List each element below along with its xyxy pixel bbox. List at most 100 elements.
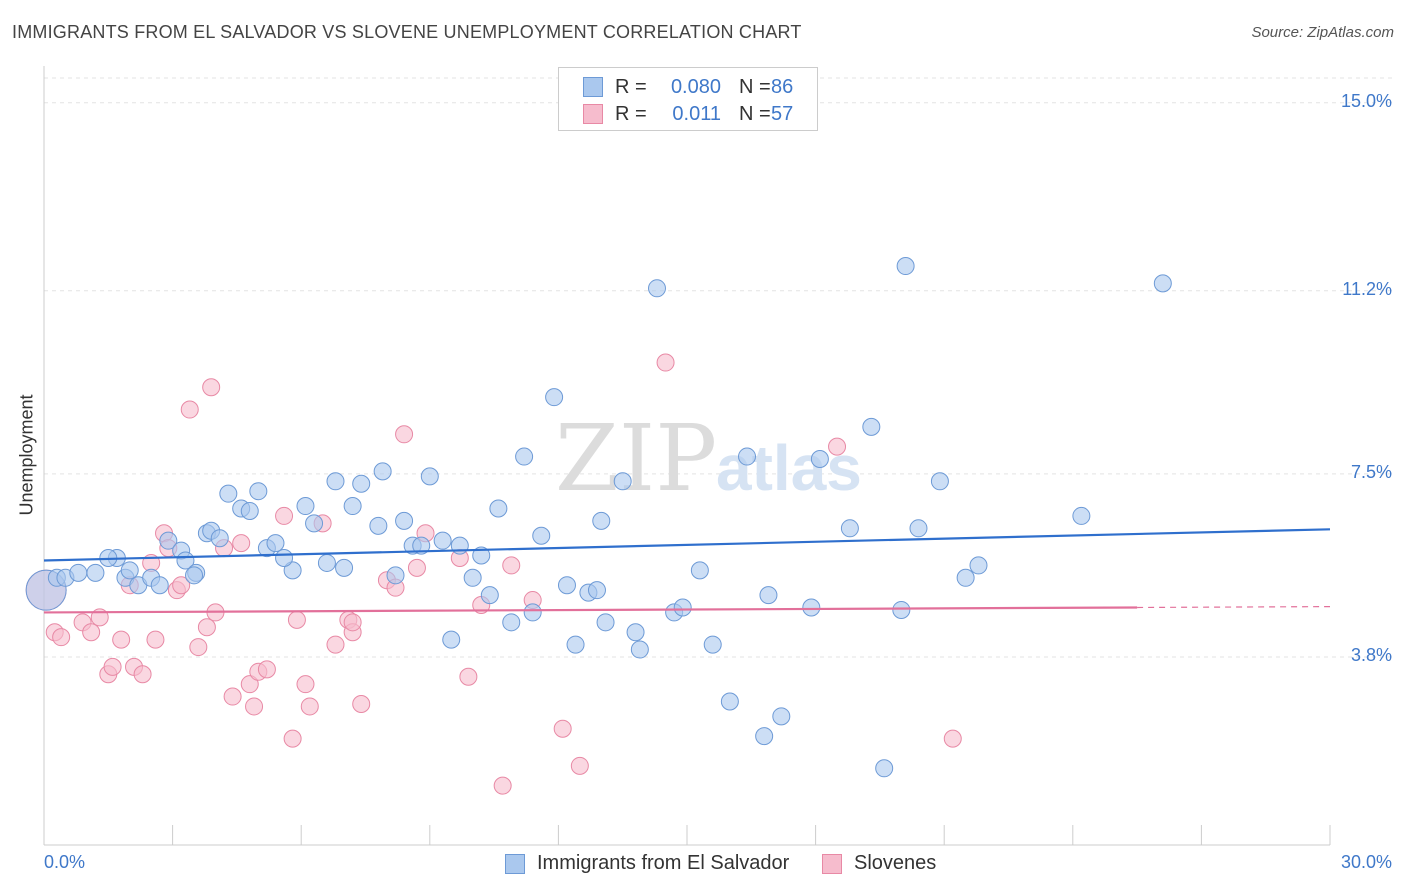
- slovenes-point: [240, 675, 259, 694]
- el-salvador-point: [596, 613, 615, 632]
- el-salvador-point: [515, 447, 534, 466]
- slovenes-point: [570, 756, 589, 775]
- pink-swatch: [583, 104, 603, 124]
- el-salvador-point: [587, 581, 606, 600]
- el-salvador-point: [592, 511, 611, 530]
- el-salvador-point: [283, 561, 302, 580]
- watermark-zip: ZIP: [555, 405, 717, 512]
- el-salvador-point: [326, 472, 345, 491]
- n-label: N =: [739, 75, 771, 98]
- el-salvador-point: [433, 531, 452, 550]
- pink-swatch: [822, 853, 842, 874]
- el-salvador-point: [150, 576, 169, 595]
- n-label: N =: [739, 102, 771, 125]
- x-tick-min: 0.0%: [44, 852, 86, 872]
- el-salvador-point: [120, 561, 139, 580]
- slovenes-point: [52, 628, 71, 647]
- y-tick-label: 15.0%: [1340, 90, 1392, 111]
- slovenes-point: [275, 506, 294, 525]
- el-salvador-point: [305, 514, 324, 533]
- el-salvador-point: [862, 417, 881, 436]
- el-salvador-point: [296, 497, 315, 516]
- el-salvador-point: [909, 519, 928, 538]
- slovenes-point: [407, 558, 426, 577]
- blue-swatch: [505, 853, 525, 874]
- el-salvador-point: [240, 501, 259, 520]
- el-salvador-point: [969, 556, 988, 575]
- el-salvador-point: [69, 563, 88, 582]
- el-salvador-point: [703, 635, 722, 654]
- el-salvador-point: [159, 531, 178, 550]
- slovenes-point: [352, 694, 371, 713]
- slovenes-point: [197, 618, 216, 637]
- r-value: 0.011: [672, 102, 721, 125]
- el-salvador-point: [1153, 274, 1172, 293]
- slovenes-point: [133, 665, 152, 684]
- el-salvador-point: [210, 529, 229, 548]
- slovenes-point: [395, 425, 414, 444]
- slovenes-point: [103, 657, 122, 676]
- axes: [43, 66, 1331, 846]
- el-salvador-point: [386, 566, 405, 585]
- slovenes-point: [245, 697, 264, 716]
- legend-label: Slovenes: [854, 852, 937, 874]
- el-salvador-point: [557, 576, 576, 595]
- el-salvador-point: [373, 462, 392, 481]
- el-salvador-point: [352, 474, 371, 493]
- y-axis-label: Unemployment: [16, 394, 37, 516]
- n-value: 57: [771, 102, 794, 125]
- r-label: R =: [615, 102, 647, 125]
- y-tick-label: 7.5%: [1350, 461, 1392, 482]
- el-salvador-point: [759, 586, 778, 605]
- legend-item-slovenes[interactable]: Slovenes: [822, 852, 936, 875]
- slovenes-point: [502, 556, 521, 575]
- el-salvador-point: [720, 692, 739, 711]
- r-value: 0.080: [670, 75, 721, 98]
- slovenes-point: [172, 576, 191, 595]
- chart-title: IMMIGRANTS FROM EL SALVADOR VS SLOVENE U…: [12, 22, 802, 42]
- slovenes-point: [146, 630, 165, 649]
- slovenes-point: [343, 613, 362, 632]
- slovenes-point: [296, 675, 315, 694]
- slovenes-point: [300, 697, 319, 716]
- el-salvador-point: [266, 534, 285, 553]
- slovenes-point: [493, 776, 512, 795]
- el-salvador-point: [896, 257, 915, 276]
- legend-item-el-salvador[interactable]: Immigrants from El Salvador: [505, 852, 789, 875]
- el-salvador-point: [275, 548, 294, 567]
- el-salvador-point: [463, 568, 482, 587]
- el-salvador-point: [875, 759, 894, 778]
- el-salvador-point: [335, 558, 354, 577]
- el-salvador-point: [420, 467, 439, 486]
- slovenes-point: [287, 610, 306, 629]
- trend-lines: [43, 528, 1331, 614]
- el-salvador-point: [480, 586, 499, 605]
- el-salvador-point: [523, 603, 542, 622]
- el-salvador-point: [502, 613, 521, 632]
- legend-row-el-salvador: R = 0.080 N = 86: [583, 74, 793, 100]
- el-salvador-point: [566, 635, 585, 654]
- slovenes-point: [283, 729, 302, 748]
- el-salvador-point: [755, 727, 774, 746]
- el-salvador-point: [395, 511, 414, 530]
- slovenes-point: [943, 729, 962, 748]
- slovenes-point: [459, 667, 478, 686]
- blue-swatch: [583, 77, 603, 97]
- el-salvador-point: [613, 472, 632, 491]
- slovenes-trend-extension: [1137, 606, 1331, 609]
- slovenes-point: [189, 638, 208, 657]
- el-salvador-point: [772, 707, 791, 726]
- el-salvador-point: [930, 472, 949, 491]
- el-salvador-point: [630, 640, 649, 659]
- el-salvador-point: [892, 600, 911, 619]
- slovenes-trend-line: [43, 606, 1138, 614]
- slovenes-point: [82, 623, 101, 642]
- slovenes-point: [202, 378, 221, 397]
- slovenes-point: [180, 400, 199, 419]
- series-legend: Immigrants from El Salvador Slovenes: [0, 852, 1406, 878]
- el-salvador-point: [249, 482, 268, 501]
- el-salvador-point: [86, 563, 105, 582]
- el-salvador-point: [369, 516, 388, 535]
- slovenes-point: [232, 534, 251, 553]
